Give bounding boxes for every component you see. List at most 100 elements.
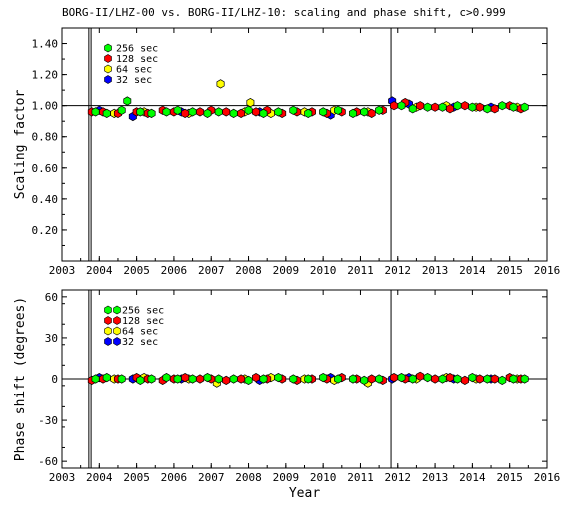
data-point: [483, 374, 492, 384]
data-point: [203, 108, 212, 119]
x-tick-label: 2011: [347, 264, 374, 277]
x-tick-label: 2016: [534, 264, 561, 277]
data-point: [147, 108, 156, 119]
data-point: [222, 107, 231, 117]
x-tick-label: 2008: [235, 264, 262, 277]
data-point: [334, 105, 343, 115]
data-point: [147, 374, 156, 384]
data-point: [408, 104, 417, 114]
data-point: [259, 374, 268, 384]
y-tick-label: 1.20: [32, 69, 59, 82]
x-tick-label: 2012: [385, 264, 412, 277]
x-tick-label: 2003: [49, 264, 76, 277]
data-point: [252, 107, 260, 117]
data-point: [490, 374, 499, 384]
phase-shift-panel: -60 -30 0 30 60 2003 2004 2005 2006 2007 2008 2009…: [13, 289, 560, 501]
x-tick-label: 2013: [422, 471, 449, 484]
phase-x-axis-label: Year: [289, 486, 320, 501]
data-point: [475, 102, 484, 112]
data-point: [509, 374, 518, 384]
data-point: [431, 374, 440, 384]
x-tick-label: 2005: [123, 471, 150, 484]
data-point: [438, 374, 447, 384]
legend-swatch: [113, 326, 121, 336]
legend-label: 256 sec: [116, 44, 158, 55]
x-tick-label: 2003: [49, 471, 76, 484]
legend-label: 32 sec: [122, 337, 158, 348]
data-point: [173, 105, 182, 115]
x-tick-label: 2006: [161, 264, 188, 277]
data-point: [475, 374, 484, 384]
scaling-y-axis-label: Scaling factor: [13, 90, 28, 200]
data-point: [423, 102, 432, 112]
data-point: [446, 372, 454, 383]
phase-points: [87, 371, 529, 388]
x-tick-label: 2004: [86, 471, 113, 484]
legend-swatch: [113, 337, 121, 346]
data-point: [390, 101, 399, 111]
data-point: [214, 107, 223, 117]
legend-label: 256 sec: [122, 306, 164, 317]
legend-swatch: [104, 316, 112, 325]
legend-label: 64 sec: [116, 65, 152, 76]
data-point: [274, 107, 283, 117]
y-tick-label: 1.40: [32, 38, 59, 51]
data-point: [446, 104, 454, 114]
data-point: [188, 374, 197, 384]
x-tick-label: 2010: [310, 264, 337, 277]
scaling-points: [87, 79, 529, 122]
scaling-y-axis: 0.20 0.40 0.60 0.80 1.00 1.20 1.40: [32, 38, 547, 262]
data-point: [460, 375, 469, 386]
data-point: [117, 105, 126, 115]
legend-label: 128 sec: [116, 54, 158, 65]
data-point: [181, 372, 190, 383]
data-point: [244, 375, 253, 386]
x-tick-label: 2006: [161, 471, 188, 484]
data-point: [416, 371, 425, 381]
data-point: [304, 108, 313, 119]
data-point: [222, 375, 231, 386]
data-point: [229, 108, 238, 119]
x-tick-label: 2004: [86, 264, 113, 277]
data-point: [237, 374, 246, 384]
legend-label: 128 sec: [122, 316, 164, 327]
scaling-x-axis: 2003 2004 2005 2006 2007 2008 2009 2010 2011 2012…: [49, 28, 561, 277]
scaling-factor-panel: 0.200.400.600.801.001.201.40 2003 2004 200…: [13, 27, 561, 277]
data-point: [203, 372, 212, 383]
data-point: [244, 105, 253, 115]
x-tick-label: 2015: [496, 471, 523, 484]
data-point: [259, 108, 268, 119]
data-point: [319, 107, 328, 117]
x-tick-label: 2007: [198, 471, 225, 484]
data-point: [423, 372, 432, 383]
legend-swatch: [104, 54, 112, 63]
data-point: [438, 102, 447, 112]
legend-swatch: [113, 316, 121, 325]
x-tick-label: 2005: [123, 264, 150, 277]
legend-swatch: [104, 64, 112, 74]
data-point: [349, 374, 357, 384]
data-point: [390, 372, 399, 383]
phase-y-axis: -60 -30 0 30 60: [38, 291, 547, 469]
y-tick-label: 30: [45, 332, 58, 345]
data-point: [196, 374, 205, 384]
data-point: [136, 375, 145, 386]
data-point: [246, 97, 255, 108]
data-point: [196, 107, 205, 117]
legend-swatch: [104, 43, 112, 53]
data-point: [216, 79, 225, 89]
data-point: [229, 374, 238, 384]
data-point: [453, 374, 462, 384]
data-point: [102, 108, 111, 119]
legend-label: 64 sec: [122, 327, 158, 338]
data-point: [375, 374, 384, 384]
data-point: [91, 107, 100, 117]
data-point: [397, 372, 406, 383]
y-tick-label: 0.80: [32, 131, 59, 144]
legend-swatch: [104, 305, 112, 315]
x-tick-label: 2015: [496, 264, 523, 277]
data-point: [214, 374, 223, 384]
data-point: [237, 108, 246, 119]
data-point: [162, 372, 171, 383]
data-point: [123, 96, 132, 106]
